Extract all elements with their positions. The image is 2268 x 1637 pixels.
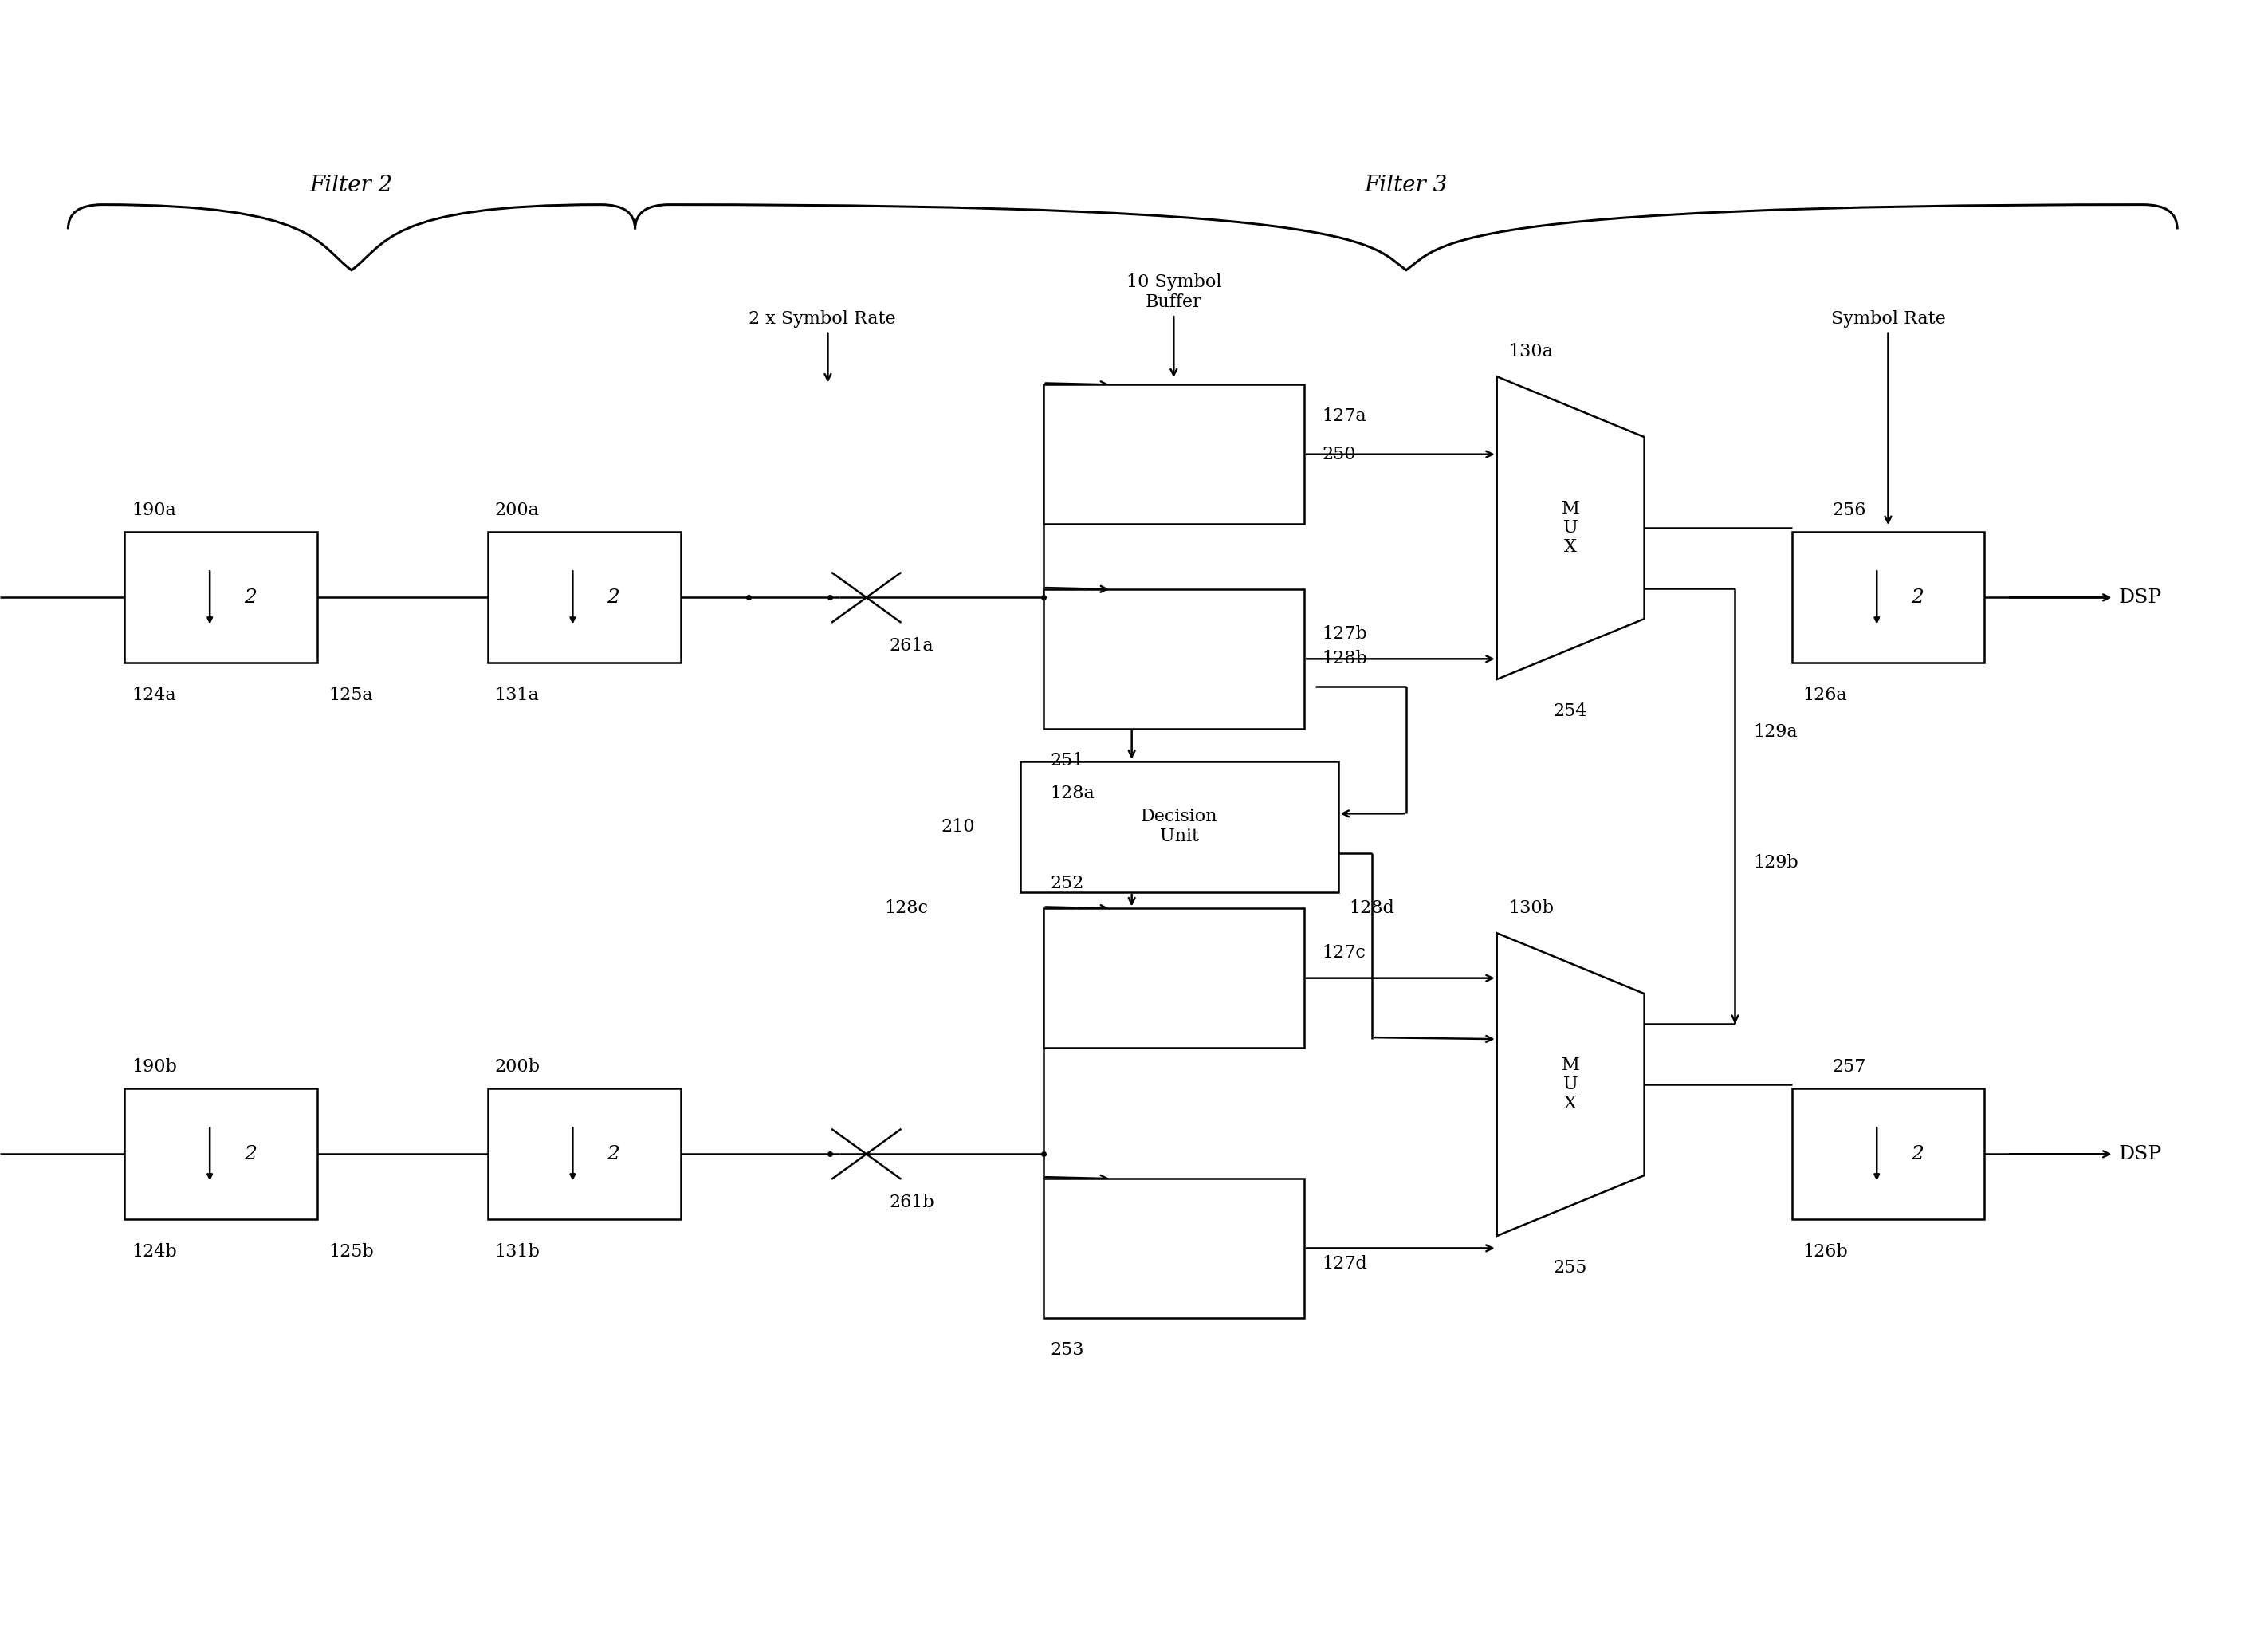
Text: 190b: 190b [132, 1058, 177, 1076]
Text: 2: 2 [245, 1144, 256, 1164]
Text: 253: 253 [1050, 1341, 1084, 1359]
Text: 126a: 126a [1803, 686, 1848, 704]
Text: 200b: 200b [494, 1058, 540, 1076]
Text: 127d: 127d [1322, 1256, 1368, 1274]
Bar [1021, 761, 1338, 892]
Text: DSP: DSP [2118, 588, 2161, 607]
Text: 125a: 125a [329, 686, 374, 704]
Text: 128b: 128b [1322, 650, 1368, 668]
Text: DSP: DSP [2118, 1144, 2161, 1164]
Text: 2: 2 [608, 1144, 619, 1164]
Text: 131a: 131a [494, 686, 540, 704]
Text: M
U
X: M U X [1563, 1058, 1579, 1112]
Text: 252: 252 [1050, 874, 1084, 892]
Text: Filter 3: Filter 3 [1365, 175, 1447, 196]
Bar [1043, 909, 1304, 1048]
Bar [125, 1089, 318, 1220]
Bar [1043, 1179, 1304, 1318]
Bar [488, 532, 680, 663]
Polygon shape [1497, 933, 1644, 1236]
Text: 131b: 131b [494, 1242, 540, 1260]
Text: 250: 250 [1322, 445, 1356, 463]
Text: 254: 254 [1554, 702, 1588, 720]
Text: 210: 210 [941, 818, 975, 835]
Text: 127a: 127a [1322, 408, 1368, 426]
Text: 130b: 130b [1508, 899, 1554, 917]
Text: 124a: 124a [132, 686, 177, 704]
Text: 200a: 200a [494, 501, 540, 519]
Text: 2: 2 [1910, 1144, 1923, 1164]
Text: 127c: 127c [1322, 945, 1365, 963]
Text: 126b: 126b [1803, 1242, 1848, 1260]
Text: 261a: 261a [889, 637, 934, 655]
Text: 2 x Symbol Rate: 2 x Symbol Rate [748, 309, 896, 327]
Text: 128c: 128c [885, 899, 928, 917]
Bar [488, 1089, 680, 1220]
Text: Filter 2: Filter 2 [311, 175, 392, 196]
Polygon shape [1497, 377, 1644, 679]
Text: 251: 251 [1050, 751, 1084, 769]
Text: 2: 2 [1910, 588, 1923, 607]
Text: 255: 255 [1554, 1259, 1588, 1277]
Text: 124b: 124b [132, 1242, 177, 1260]
Text: 190a: 190a [132, 501, 177, 519]
Bar [1792, 532, 1984, 663]
Bar [1043, 589, 1304, 728]
Text: 125b: 125b [329, 1242, 374, 1260]
Text: 129b: 129b [1753, 855, 1799, 873]
Bar [125, 532, 318, 663]
Text: 261b: 261b [889, 1193, 934, 1211]
Text: 128d: 128d [1349, 899, 1395, 917]
Text: M
U
X: M U X [1563, 501, 1579, 555]
Bar [1792, 1089, 1984, 1220]
Text: Decision
Unit: Decision Unit [1141, 807, 1218, 846]
Text: 2: 2 [608, 588, 619, 607]
Text: 10 Symbol
Buffer: 10 Symbol Buffer [1125, 273, 1222, 311]
Text: 128a: 128a [1050, 784, 1095, 802]
Text: Symbol Rate: Symbol Rate [1830, 309, 1946, 327]
Bar [1043, 385, 1304, 524]
Text: 257: 257 [1833, 1058, 1867, 1076]
Text: 130a: 130a [1508, 342, 1554, 360]
Text: 2: 2 [245, 588, 256, 607]
Text: 256: 256 [1833, 501, 1867, 519]
Text: 127b: 127b [1322, 625, 1368, 643]
Text: 129a: 129a [1753, 724, 1799, 742]
